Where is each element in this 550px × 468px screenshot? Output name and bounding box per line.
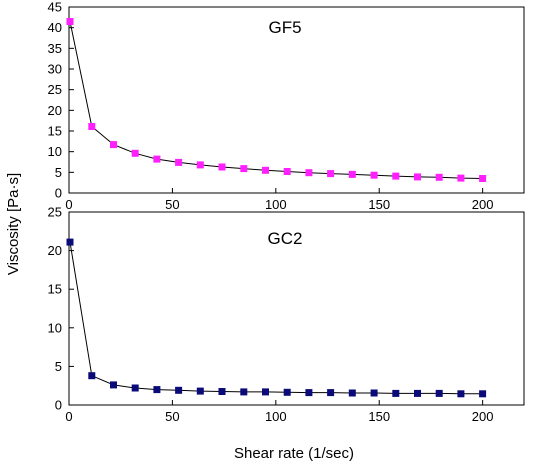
data-point-gf5 [414,173,421,181]
data-point-gc2 [110,381,117,389]
data-point-gc2 [131,384,139,392]
data-point-gc2 [479,390,487,398]
chart-panel-gf5: 0 50 100 150 200 0 5 10 15 20 25 30 35 40 45 GF5 [48,0,525,212]
y-tick-label-gf5: 35 [48,41,62,56]
panel-title-gf5: GF5 [268,18,301,37]
data-point-gc2 [283,388,291,396]
data-point-gf5 [457,174,465,182]
x-tick-label-gf5: 150 [368,197,390,212]
data-point-gc2 [153,386,161,394]
x-tick-label-gf5: 200 [472,197,494,212]
data-point-gc2 [414,389,421,397]
panel-title-gc2: GC2 [268,229,303,248]
data-point-gc2 [240,388,248,396]
data-point-gc2 [435,389,443,397]
data-point-gc2 [218,388,226,395]
x-tick-label-gc2: 150 [368,409,390,424]
data-point-gf5 [348,170,356,178]
y-tick-label-gf5: 20 [48,103,62,118]
data-point-gf5 [175,158,183,166]
data-point-gc2 [196,387,204,395]
y-tick-label-gc2: 0 [55,398,62,413]
data-point-gf5 [240,165,248,173]
data-point-gf5 [370,171,378,179]
data-point-gc2 [392,389,400,397]
data-point-gc2 [305,389,313,397]
data-point-gc2 [262,388,269,396]
data-point-gf5 [66,18,74,25]
y-tick-label-gf5: 5 [55,165,62,180]
y-tick-label-gf5: 40 [48,20,62,35]
y-tick-label-gf5: 45 [48,0,62,15]
y-tick-label-gf5: 30 [48,62,62,77]
y-tick-label-gf5: 25 [48,82,62,97]
data-point-gf5 [218,163,226,171]
x-tick-label-gc2: 200 [472,409,494,424]
series-line-gf5 [69,21,483,179]
data-point-gf5 [392,172,400,180]
data-point-gc2 [370,389,378,397]
data-point-gf5 [327,170,335,178]
data-point-gc2 [457,390,465,398]
x-tick-label-gf5: 100 [265,197,287,212]
y-tick-label-gf5: 10 [48,144,62,159]
data-point-gc2 [88,372,96,380]
data-point-gf5 [131,149,139,157]
data-point-gf5 [110,141,117,149]
x-axis-title: Shear rate (1/sec) [234,445,354,462]
data-point-gf5 [435,173,443,181]
x-tick-label-gf5: 0 [65,197,72,212]
series-line-gc2 [69,242,483,395]
data-point-gf5 [262,166,269,174]
y-tick-label-gc2: 5 [55,359,62,374]
data-point-gc2 [66,238,74,246]
data-point-gf5 [479,175,487,182]
data-point-gf5 [153,155,161,163]
plot-frame-gc2 [68,211,525,406]
y-tick-label-gc2: 20 [48,243,62,258]
y-axis-title: Viscosity [Pa·s] [5,173,22,275]
plot-frame-gf5 [68,6,525,194]
data-point-gf5 [283,168,291,175]
y-tick-label-gf5: 15 [48,124,62,139]
x-tick-label-gc2: 50 [165,409,179,424]
data-point-gc2 [327,389,335,397]
x-tick-label-gc2: 0 [65,409,72,424]
chart-panel-gc2: 0 50 100 150 200 0 5 10 15 20 25 GC2 [48,205,525,424]
data-point-gf5 [305,169,313,177]
y-tick-label-gc2: 10 [48,320,62,335]
y-tick-label-gc2: 15 [48,282,62,297]
data-point-gc2 [348,389,356,397]
y-tick-label-gf5: 0 [55,186,62,201]
data-point-gc2 [175,386,183,394]
x-tick-label-gf5: 50 [165,197,179,212]
x-tick-label-gc2: 100 [265,409,287,424]
y-tick-label-gc2: 25 [48,205,62,220]
data-point-gf5 [196,161,204,169]
data-point-gf5 [88,123,96,130]
